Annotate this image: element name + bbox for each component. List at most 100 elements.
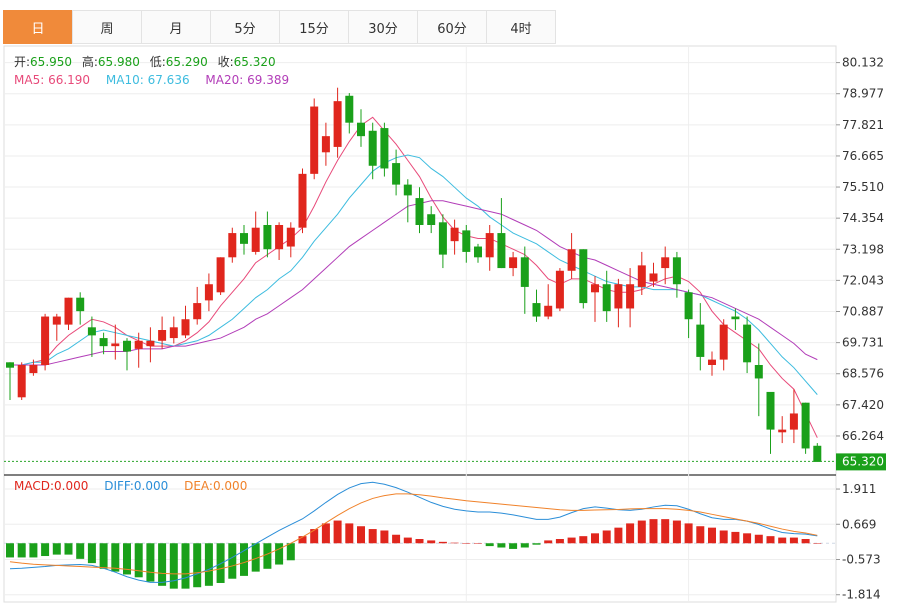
price-tick-label: 73.198 — [842, 242, 884, 256]
price-tick-label: 75.510 — [842, 180, 884, 194]
macd-tick-label: 1.911 — [842, 482, 876, 496]
candle-body — [169, 327, 178, 339]
dea-line — [9, 493, 818, 575]
candle-body — [158, 330, 167, 341]
macd-bar — [567, 537, 576, 544]
macd-bar — [754, 534, 763, 544]
ma-info: MA5: 66.190 MA10: 67.636 MA20: 69.389 — [14, 73, 289, 87]
macd-bar — [357, 526, 365, 544]
macd-bar — [123, 543, 131, 575]
candle-body — [298, 173, 307, 228]
tab-4[interactable]: 15分 — [279, 10, 349, 44]
dea-label: DEA: — [184, 479, 213, 493]
candle-body — [427, 214, 436, 225]
candle-body — [415, 198, 424, 225]
macd-bar — [87, 543, 96, 564]
candle-body — [263, 225, 272, 250]
candle-body — [591, 284, 599, 293]
macd-bar — [485, 543, 494, 547]
tab-7[interactable]: 4时 — [486, 10, 556, 44]
candle-body — [368, 130, 377, 166]
macd-bar — [216, 543, 225, 583]
price-axis: 80.132 78.977 77.821 76.665 75.510 74.354 73.1… — [836, 56, 884, 443]
macd-bar — [602, 530, 611, 544]
macd-bar — [76, 543, 85, 559]
candle-body — [555, 270, 564, 309]
high-value: 65.980 — [98, 55, 140, 69]
macd-bar — [438, 541, 447, 544]
candle-body — [520, 257, 529, 287]
macd-bar — [275, 543, 284, 565]
close-value: 65.320 — [234, 55, 276, 69]
macd-bar — [392, 534, 401, 544]
candle-body — [216, 257, 225, 293]
macd-bar — [111, 543, 120, 572]
open-label: 开: — [14, 55, 30, 69]
period-tabs: 日周月 5分 15分 30分 60分 4时 — [3, 10, 556, 44]
macd-bar — [532, 543, 541, 545]
candle-body — [111, 343, 120, 347]
candle-body — [672, 257, 681, 285]
candle-body — [813, 445, 822, 462]
candle-body — [649, 273, 658, 282]
price-tick-label: 77.821 — [842, 118, 884, 132]
macd-bar — [614, 527, 623, 544]
price-tick-label: 78.977 — [842, 87, 884, 101]
candle-body — [357, 122, 365, 137]
macd-bar — [544, 540, 553, 544]
macd-bar — [415, 539, 424, 544]
candle-body — [614, 284, 623, 309]
tab-1[interactable]: 周 — [72, 10, 142, 44]
macd-bar — [743, 533, 752, 544]
tab-2[interactable]: 月 — [141, 10, 211, 44]
price-tick-label: 80.132 — [842, 56, 884, 70]
macd-bar — [579, 536, 588, 544]
candle-body — [403, 184, 412, 196]
candle-body — [286, 227, 295, 247]
candle-body — [602, 284, 611, 312]
macd-bar — [52, 543, 61, 555]
tab-6[interactable]: 60分 — [417, 10, 487, 44]
candle-body — [240, 233, 248, 244]
macd-lines — [9, 481, 818, 583]
candle-body — [801, 402, 810, 449]
macd-bar — [228, 543, 237, 579]
macd-bar — [801, 539, 810, 544]
macd-info: MACD:0.000 DIFF:0.000 DEA:0.000 — [14, 479, 247, 493]
ma10-value: 67.636 — [148, 73, 190, 87]
candle-body — [708, 359, 716, 365]
candle-body — [438, 222, 447, 255]
macd-tick-label: 0.669 — [842, 517, 876, 531]
macd-bar — [509, 543, 518, 549]
tab-5[interactable]: 30分 — [348, 10, 418, 44]
tab-0[interactable]: 日 — [3, 10, 73, 44]
candle-body — [754, 365, 763, 379]
macd-bar — [298, 536, 307, 544]
grid-lines — [4, 46, 836, 602]
price-panel-frame — [3, 45, 837, 476]
macd-bar — [626, 523, 635, 544]
macd-bar — [263, 543, 272, 569]
ma20-label: MA20: — [205, 73, 247, 87]
current-price-box — [836, 453, 886, 471]
candle-body — [544, 305, 553, 317]
macd-bar — [637, 520, 646, 544]
macd-bar — [661, 519, 670, 544]
ma5-label: MA5: — [14, 73, 48, 87]
ma10-line — [10, 154, 818, 395]
macd-bar — [169, 543, 178, 589]
macd-bar — [17, 543, 26, 558]
macd-bar — [6, 543, 14, 558]
price-tick-label: 76.665 — [842, 149, 884, 163]
macd-bar — [520, 543, 529, 548]
candle-body — [345, 95, 354, 123]
macd-bar — [497, 543, 506, 548]
macd-bar — [41, 543, 50, 557]
candle-body — [485, 233, 494, 258]
macd-bar — [99, 543, 108, 569]
candle-body — [333, 101, 342, 147]
macd-bar — [310, 529, 319, 544]
macd-bar — [181, 543, 190, 589]
candle-body — [275, 225, 284, 250]
macd-tick-label: -0.573 — [842, 553, 881, 567]
